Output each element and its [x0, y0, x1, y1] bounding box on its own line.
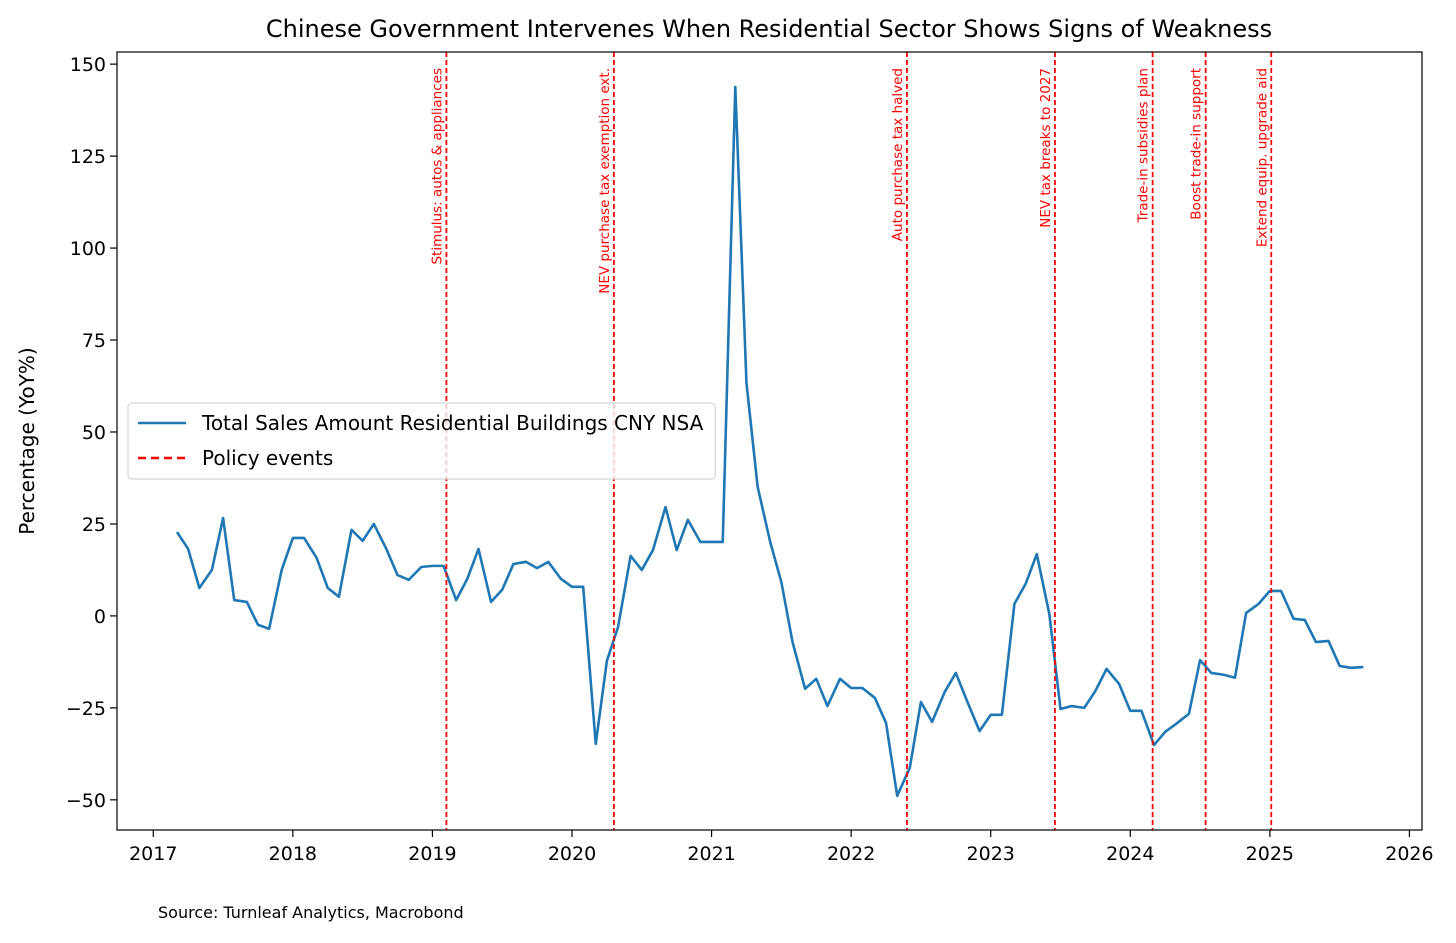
x-tick-label: 2021: [687, 843, 735, 865]
y-tick-label: 50: [82, 422, 106, 444]
y-tick-label: 100: [70, 238, 106, 260]
y-tick-label: 150: [70, 54, 106, 76]
x-tick-label: 2020: [548, 843, 596, 865]
y-tick-label: −50: [66, 790, 106, 812]
y-axis-label: Percentage (YoY%): [15, 347, 39, 535]
event-label: Auto purchase tax halved: [890, 68, 906, 241]
event-label-bg: [1036, 65, 1054, 231]
event-label-bg: [428, 65, 446, 268]
event-annotation: Stimulus: autos & appliances: [428, 65, 446, 268]
x-tick-label: 2018: [269, 843, 317, 865]
event-label: NEV purchase tax exemption ext.: [597, 68, 613, 294]
event-annotation: NEV tax breaks to 2027: [1036, 65, 1054, 231]
y-tick-label: 25: [82, 514, 106, 536]
event-annotation: NEV purchase tax exemption ext.: [595, 65, 613, 297]
x-tick-label: 2019: [408, 843, 456, 865]
y-tick-label: 125: [70, 146, 106, 168]
source-note: Source: Turnleaf Analytics, Macrobond: [158, 903, 464, 922]
event-annotation: Auto purchase tax halved: [888, 65, 906, 245]
event-label-bg: [595, 65, 613, 297]
x-tick-label: 2017: [129, 843, 177, 865]
x-tick-label: 2026: [1385, 843, 1433, 865]
event-annotation: Trade-in subsidies plan: [1134, 65, 1152, 226]
plot-frame: [116, 51, 1423, 831]
y-tick-label: 0: [94, 606, 106, 628]
x-tick-label: 2025: [1246, 843, 1294, 865]
x-tick-label: 2023: [967, 843, 1015, 865]
data-line: [175, 85, 1364, 798]
x-tick-label: 2024: [1106, 843, 1154, 865]
event-label: Boost trade-in support: [1189, 68, 1205, 220]
x-tick-label: 2022: [827, 843, 875, 865]
event-label: Trade-in subsidies plan: [1136, 68, 1152, 223]
event-annotation: Extend equip. upgrade aid: [1253, 65, 1271, 251]
legend-label: Policy events: [202, 446, 333, 470]
event-label-bg: [1134, 65, 1152, 226]
event-label: Stimulus: autos & appliances: [429, 68, 445, 265]
event-label-bg: [1187, 65, 1205, 223]
event-label: Extend equip. upgrade aid: [1254, 68, 1270, 247]
legend: Total Sales Amount Residential Buildings…: [127, 402, 716, 480]
legend-box: [127, 402, 716, 480]
y-tick-label: −25: [66, 698, 106, 720]
legend-label: Total Sales Amount Residential Buildings…: [201, 411, 704, 435]
event-label-bg: [1253, 65, 1271, 251]
event-label: NEV tax breaks to 2027: [1038, 68, 1054, 228]
event-annotation: Boost trade-in support: [1187, 65, 1205, 223]
event-label-bg: [888, 65, 906, 245]
chart-title: Chinese Government Intervenes When Resid…: [266, 15, 1272, 43]
y-tick-label: 75: [82, 330, 106, 352]
